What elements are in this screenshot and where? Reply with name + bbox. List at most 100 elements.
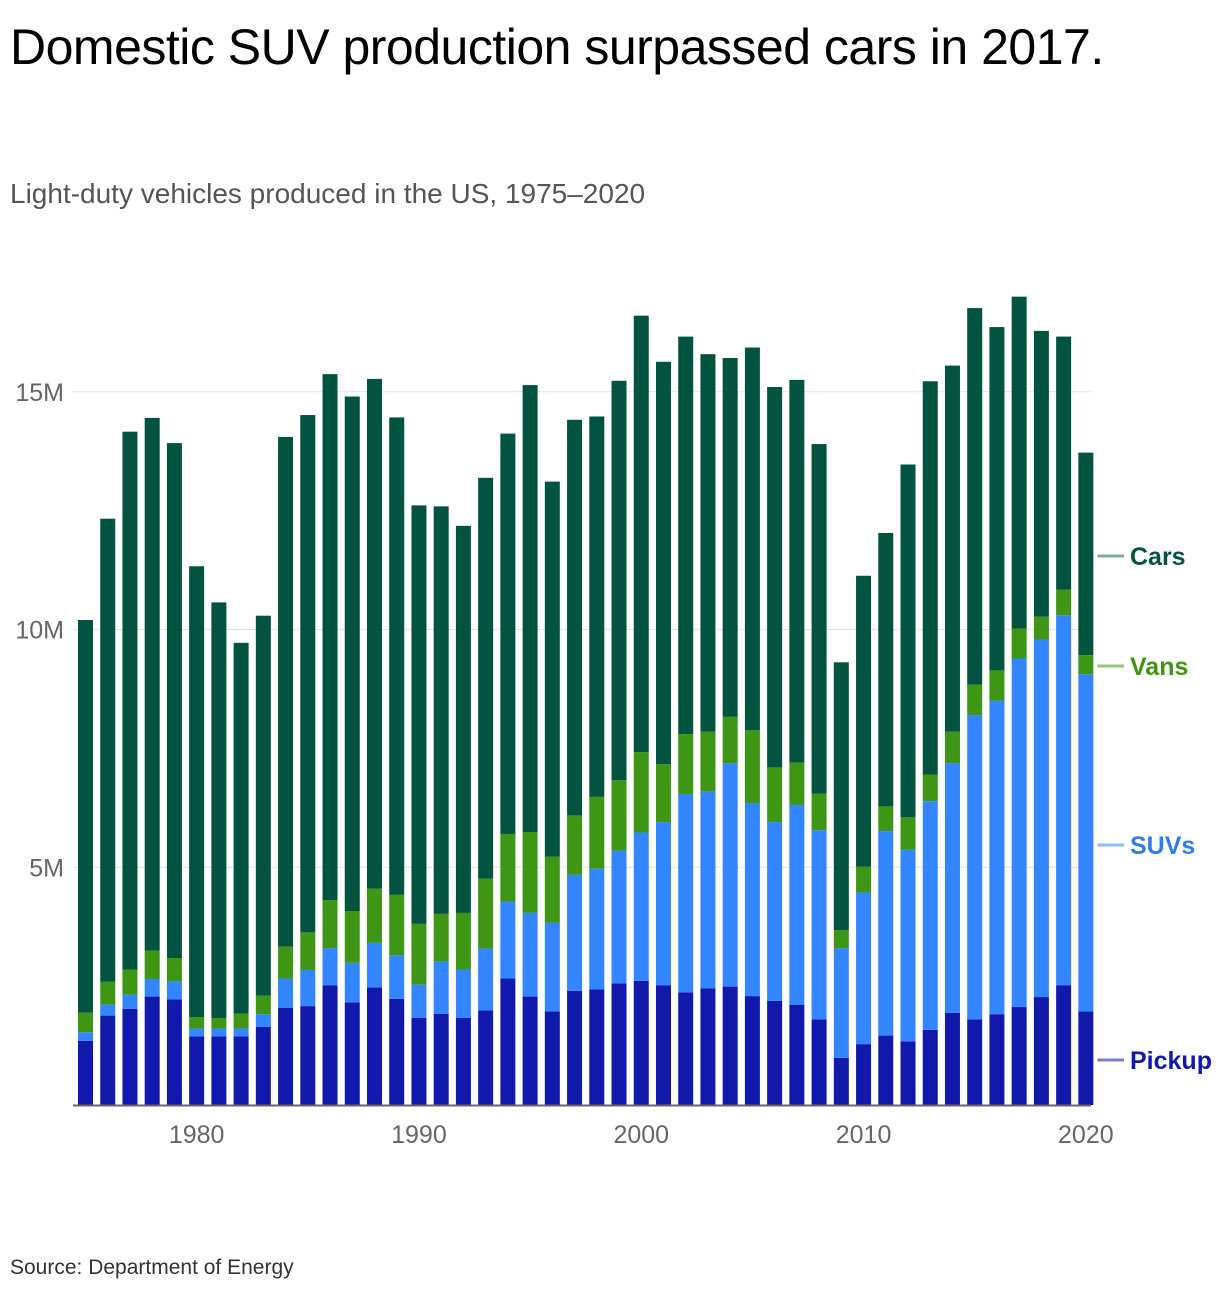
bar-stack-2018 <box>1033 330 1049 1105</box>
bar-pickup-1984 <box>278 1007 294 1105</box>
bar-stack-1989 <box>389 417 405 1105</box>
bar-pickup-1976 <box>100 1015 116 1105</box>
series-label-pickup: Pickup <box>1130 1047 1212 1075</box>
bar-cars-2008 <box>811 444 827 794</box>
bar-suvs-2000 <box>633 832 649 981</box>
bar-vans-1985 <box>300 932 316 970</box>
bar-cars-2004 <box>722 357 738 717</box>
bar-suvs-2006 <box>767 822 783 1001</box>
bar-suvs-2019 <box>1056 615 1072 986</box>
bar-suvs-1989 <box>389 955 405 999</box>
bar-cars-1982 <box>233 642 249 1014</box>
bar-cars-2019 <box>1056 336 1072 590</box>
bar-pickup-1991 <box>433 1013 449 1105</box>
bar-pickup-1983 <box>255 1027 271 1105</box>
bar-pickup-1979 <box>166 999 182 1105</box>
bar-vans-2010 <box>856 866 872 893</box>
bar-pickup-2007 <box>789 1004 805 1105</box>
y-axis: 5M 10M 15M <box>15 379 64 883</box>
bar-stack-1999 <box>611 380 627 1105</box>
bar-suvs-2010 <box>856 892 872 1045</box>
bar-suvs-1984 <box>278 978 294 1008</box>
x-axis: 1980 1990 2000 2010 2020 <box>169 1121 1114 1149</box>
bar-stack-1986 <box>322 374 338 1105</box>
bar-stack-2010 <box>856 575 872 1105</box>
bar-pickup-1995 <box>522 996 538 1105</box>
bar-cars-1978 <box>144 417 160 951</box>
bar-stack-1979 <box>166 443 182 1105</box>
bar-cars-2011 <box>878 532 894 807</box>
bar-suvs-2012 <box>900 849 916 1042</box>
y-tick-label: 10M <box>15 617 64 645</box>
bar-cars-2006 <box>767 386 783 768</box>
bar-stack-2015 <box>967 308 983 1105</box>
bar-stack-2003 <box>700 354 716 1105</box>
bar-vans-1987 <box>344 910 360 963</box>
bar-vans-1984 <box>278 946 294 979</box>
bar-pickup-1978 <box>144 996 160 1105</box>
bar-suvs-2017 <box>1011 658 1027 1008</box>
bar-suvs-1993 <box>478 948 494 1011</box>
bar-stack-2019 <box>1056 336 1072 1105</box>
bar-cars-2018 <box>1033 330 1049 617</box>
bar-cars-2007 <box>789 379 805 763</box>
bar-cars-2000 <box>633 315 649 753</box>
bar-vans-1981 <box>211 1017 227 1029</box>
bar-stack-1992 <box>455 525 471 1105</box>
bar-suvs-1980 <box>189 1028 205 1037</box>
bar-vans-2018 <box>1033 616 1049 640</box>
bar-cars-1979 <box>166 443 182 959</box>
bar-pickup-1996 <box>544 1011 560 1105</box>
bar-vans-2007 <box>789 762 805 805</box>
bar-cars-1985 <box>300 415 316 933</box>
bar-suvs-2005 <box>744 803 760 997</box>
bar-pickup-2013 <box>922 1029 938 1105</box>
bar-pickup-1993 <box>478 1010 494 1105</box>
bar-pickup-1992 <box>455 1017 471 1105</box>
bar-pickup-1994 <box>500 978 516 1105</box>
bar-cars-2001 <box>655 361 671 765</box>
bar-vans-2011 <box>878 806 894 832</box>
bar-stack-1988 <box>366 378 382 1105</box>
bar-suvs-1977 <box>122 994 138 1009</box>
bar-vans-2000 <box>633 752 649 833</box>
bar-pickup-1986 <box>322 985 338 1105</box>
bar-stack-2020 <box>1078 452 1094 1105</box>
series-labels: Pickup SUVs Vans Cars <box>1097 543 1212 1075</box>
bar-vans-2002 <box>678 734 694 795</box>
bar-vans-2013 <box>922 774 938 802</box>
bar-stack-1993 <box>478 477 494 1105</box>
bar-cars-1984 <box>278 436 294 947</box>
bar-vans-1979 <box>166 958 182 982</box>
bar-cars-1989 <box>389 417 405 895</box>
bar-vans-1977 <box>122 969 138 995</box>
bar-stack-1991 <box>433 506 449 1105</box>
bar-stack-2011 <box>878 532 894 1105</box>
bar-vans-1998 <box>589 796 605 869</box>
bar-suvs-1999 <box>611 850 627 984</box>
series-label-vans: Vans <box>1130 653 1188 681</box>
bar-vans-1991 <box>433 913 449 962</box>
bar-stack-2006 <box>767 386 783 1105</box>
bar-vans-2019 <box>1056 589 1072 616</box>
bar-cars-2017 <box>1011 296 1027 629</box>
bar-vans-2015 <box>967 684 983 716</box>
bar-cars-1993 <box>478 477 494 879</box>
bar-stack-2014 <box>944 365 960 1105</box>
bar-pickup-2019 <box>1056 985 1072 1105</box>
bar-cars-1995 <box>522 385 538 833</box>
bar-suvs-2020 <box>1078 674 1094 1012</box>
bar-cars-1988 <box>366 378 382 889</box>
bar-pickup-2012 <box>900 1041 916 1105</box>
bar-vans-1988 <box>366 888 382 943</box>
bar-cars-1986 <box>322 374 338 901</box>
bar-vans-2014 <box>944 731 960 764</box>
bar-vans-1983 <box>255 995 271 1015</box>
bar-suvs-2009 <box>833 948 849 1058</box>
bar-stack-1978 <box>144 417 160 1105</box>
bar-stack-2000 <box>633 315 649 1105</box>
bar-stack-1980 <box>189 566 205 1105</box>
bar-pickup-2005 <box>744 996 760 1105</box>
bar-cars-2002 <box>678 336 694 735</box>
